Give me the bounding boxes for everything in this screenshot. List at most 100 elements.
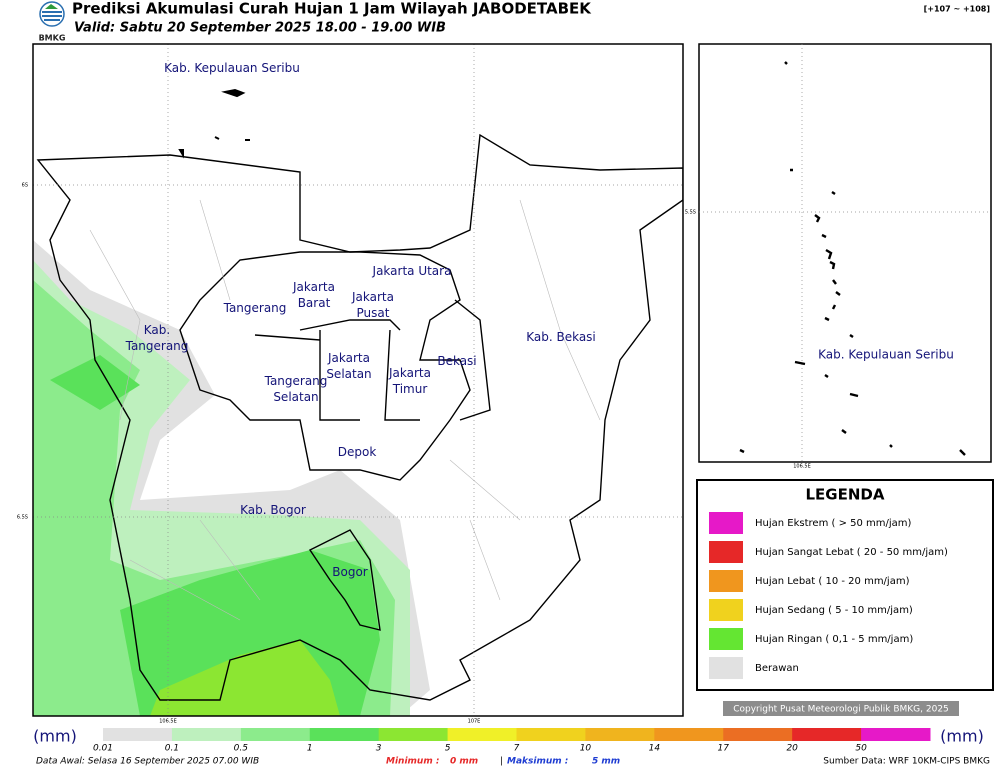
- max-label: Maksimum :: [507, 757, 568, 767]
- colorbar-tick: 0.5: [234, 744, 249, 754]
- lon-label: 107E: [468, 719, 481, 725]
- region-label: Bogor: [332, 565, 368, 579]
- colorbar-tick: 50: [855, 744, 867, 754]
- min-label: Minimum :: [386, 757, 439, 767]
- colorbar-cell: [723, 728, 793, 741]
- colorbar-tick: 0.1: [165, 744, 179, 754]
- range: [+107 ~ +108]: [924, 5, 990, 14]
- colorbar-cell: [447, 728, 517, 741]
- colorbar-tick: 14: [649, 744, 661, 754]
- copyright-bg: [723, 701, 959, 716]
- legend-label: Hujan Ekstrem ( > 50 mm/jam): [755, 518, 912, 529]
- legend-label: Berawan: [755, 663, 799, 674]
- map-labels: Kab. Kepulauan Seribu Jakarta Utara Jakart…: [125, 61, 596, 579]
- region-label-line: Kab.: [144, 323, 170, 337]
- region-label: Kab. Bogor: [240, 503, 306, 517]
- region-label-line: Bogor: [332, 565, 368, 579]
- colorbar-cell: [309, 728, 380, 741]
- colorbar-cell: [585, 728, 655, 741]
- region-label: Tangerang Selatan: [264, 374, 328, 404]
- colorbar-tick: 0.01: [93, 744, 113, 754]
- colorbar-tick: 1: [307, 744, 313, 754]
- lat-label: 6.5S: [17, 515, 28, 521]
- colorbar-cell: [861, 728, 931, 741]
- colorbar-tick: 5: [445, 744, 451, 754]
- source: Sumber Data: WRF 10KM-CIPS BMKG: [823, 757, 990, 767]
- region-label-line: Kab. Bekasi: [526, 330, 596, 344]
- unit-left: (mm): [33, 727, 77, 746]
- region-label-line: Tangerang: [264, 374, 328, 388]
- region-label-line: Kab. Kepulauan Seribu: [164, 61, 300, 75]
- colorbar-cell: [103, 728, 173, 741]
- colorbar-tick: 10: [580, 744, 592, 754]
- lat-label: 5.5S: [685, 210, 696, 216]
- logo-text: BMKG: [39, 34, 66, 43]
- legend-swatch: [709, 599, 743, 621]
- region-label-line: Tangerang: [125, 339, 189, 353]
- colorbar-cell: [171, 728, 242, 741]
- region-label: Kab. Kepulauan Seribu: [164, 61, 300, 75]
- colorbar-cell: [240, 728, 311, 741]
- region-label-line: Timur: [392, 382, 428, 396]
- inset-map: Kab. Kepulauan Seribu 5.5S 106.5E: [685, 43, 992, 470]
- colorbar-cell: [792, 728, 862, 741]
- legend-swatch: [709, 628, 743, 650]
- legend: LEGENDA Hujan Ekstrem ( > 50 mm/jam) Huja…: [696, 479, 994, 691]
- data-awal: Data Awal: Selasa 16 September 2025 07.0…: [36, 757, 259, 767]
- region-label-line: Kab. Bogor: [240, 503, 306, 517]
- colorbar-cell: [516, 728, 586, 741]
- legend-title: LEGENDA: [806, 486, 885, 504]
- region-label-line: Pusat: [357, 306, 390, 320]
- inset-label: Kab. Kepulauan Seribu: [818, 348, 954, 362]
- lon-label: 106.5E: [159, 719, 176, 725]
- region-label: Bekasi: [437, 354, 476, 368]
- region-label-line: Jakarta: [388, 366, 431, 380]
- region-label-line: Jakarta: [327, 351, 370, 365]
- region-label-line: Selatan: [273, 390, 318, 404]
- lat-label: 6S: [22, 183, 28, 189]
- legend-label: Hujan Sedang ( 5 - 10 mm/jam): [755, 605, 913, 616]
- colorbar-tick: 7: [514, 744, 520, 754]
- region-label: Jakarta Selatan: [326, 351, 371, 381]
- legend-label: Hujan Sangat Lebat ( 20 - 50 mm/jam): [755, 547, 948, 558]
- colorbar-cell: [654, 728, 724, 741]
- region-label: Depok: [338, 445, 377, 459]
- region-label: Jakarta Pusat: [351, 290, 394, 320]
- region-label-line: Jakarta Utara: [372, 264, 452, 278]
- region-label: Jakarta Timur: [388, 366, 431, 396]
- colorbar-tick: 17: [718, 744, 730, 754]
- legend-swatch: [709, 541, 743, 563]
- colorbar-tick: 20: [786, 744, 798, 754]
- region-label-line: Barat: [298, 296, 331, 310]
- copyright: Copyright Pusat Meteorologi Publik BMKG,…: [733, 705, 949, 715]
- legend-label: Hujan Lebat ( 10 - 20 mm/jam): [755, 576, 910, 587]
- legend-swatch: [709, 570, 743, 592]
- legend-swatch: [709, 657, 743, 679]
- main-map: 6S 6.5S 106.5E 107E Kab. Kepulauan Serib…: [17, 43, 684, 725]
- region-label-line: Depok: [338, 445, 377, 459]
- title: Prediksi Akumulasi Curah Hujan 1 Jam Wil…: [72, 0, 592, 18]
- region-label-line: Bekasi: [437, 354, 476, 368]
- min-value: 0 mm: [450, 757, 478, 767]
- colorbar-tick: 3: [376, 744, 382, 754]
- region-label-line: Selatan: [326, 367, 371, 381]
- region-label-line: Jakarta: [292, 280, 335, 294]
- legend-label: Hujan Ringan ( 0,1 - 5 mm/jam): [755, 634, 913, 645]
- region-label: Kab. Tangerang: [125, 323, 189, 353]
- region-label: Jakarta Barat: [292, 280, 335, 310]
- region-label-line: Jakarta: [351, 290, 394, 304]
- max-value: 5 mm: [592, 757, 620, 767]
- subtitle: Valid: Sabtu 20 September 2025 18.00 - 1…: [74, 21, 446, 36]
- legend-swatch: [709, 512, 743, 534]
- colorbar: 0.01 0.1 0.5 1 3 5 7 10 14 17 20 50: [93, 728, 931, 754]
- unit-right: (mm): [940, 727, 984, 746]
- separator: |: [500, 757, 503, 767]
- region-label: Tangerang: [223, 301, 287, 315]
- logo: [39, 1, 65, 27]
- colorbar-cell: [378, 728, 449, 741]
- region-label-line: Tangerang: [223, 301, 287, 315]
- region-label: Kab. Bekasi: [526, 330, 596, 344]
- region-label: Jakarta Utara: [372, 264, 452, 278]
- lon-label: 106.5E: [793, 464, 810, 470]
